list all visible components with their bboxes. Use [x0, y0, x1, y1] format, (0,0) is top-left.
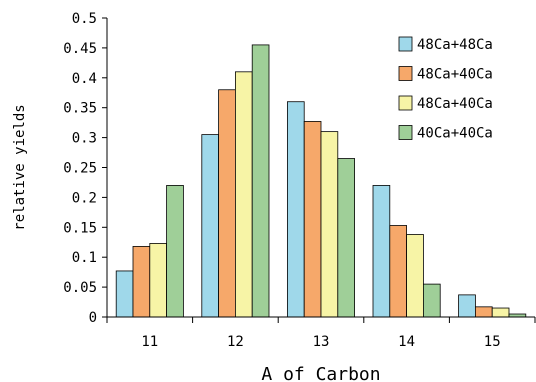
bar	[458, 294, 476, 318]
bar	[303, 121, 322, 318]
legend-swatch	[398, 66, 413, 81]
legend-label: 48Ca+40Ca	[417, 67, 493, 83]
y-tick-label: 0.25	[63, 161, 97, 177]
legend: 48Ca+48Ca 48Ca+40Ca 48Ca+40Ca 40Ca+40Ca	[398, 36, 493, 142]
bar	[218, 89, 236, 318]
bar	[389, 225, 407, 318]
bar	[320, 131, 339, 318]
legend-swatch	[398, 36, 413, 52]
y-tick-label: 0.2	[72, 190, 97, 206]
y-tick-label: 0.1	[72, 250, 97, 266]
legend-label: 48Ca+40Ca	[417, 96, 493, 112]
legend-label: 40Ca+40Ca	[417, 126, 493, 142]
x-axis-title: A of Carbon	[261, 364, 380, 382]
x-tick-label: 11	[141, 334, 158, 350]
bar	[422, 283, 441, 318]
y-tick-label: 0.3	[72, 131, 97, 147]
x-tick-label: 15	[484, 334, 501, 350]
bar	[372, 185, 391, 318]
bar	[286, 101, 305, 318]
bar	[474, 306, 493, 318]
bar	[201, 134, 220, 318]
legend-swatch	[398, 95, 413, 111]
y-tick-label: 0.4	[72, 71, 97, 87]
bars-group	[115, 44, 527, 318]
bar	[166, 185, 184, 318]
x-tick-label: 12	[227, 334, 244, 350]
legend-swatch	[398, 125, 413, 140]
y-tick-label: 0.5	[72, 11, 97, 27]
bar	[406, 234, 424, 318]
y-tick-label: 0.05	[63, 280, 97, 296]
bar	[149, 243, 168, 318]
y-ticks-group: 0 0.05 0.1 0.15 0.2 0.25 0.3 0.35 0.4 0.45 0.5	[63, 11, 107, 326]
x-ticks-group: 11 12 13 14 15	[106, 317, 536, 350]
x-tick-label: 13	[313, 334, 330, 350]
y-tick-label: 0.45	[63, 41, 97, 57]
y-tick-label: 0	[89, 310, 97, 326]
y-tick-label: 0.35	[63, 101, 97, 117]
bar	[234, 71, 253, 318]
bar	[251, 44, 270, 318]
y-axis-title: relative yields	[12, 104, 28, 230]
x-tick-label: 14	[398, 334, 415, 350]
bar	[337, 158, 355, 318]
bar	[132, 246, 151, 318]
bar	[115, 270, 134, 318]
y-tick-label: 0.15	[63, 220, 97, 236]
bar	[491, 307, 510, 318]
legend-label: 48Ca+48Ca	[417, 37, 493, 53]
